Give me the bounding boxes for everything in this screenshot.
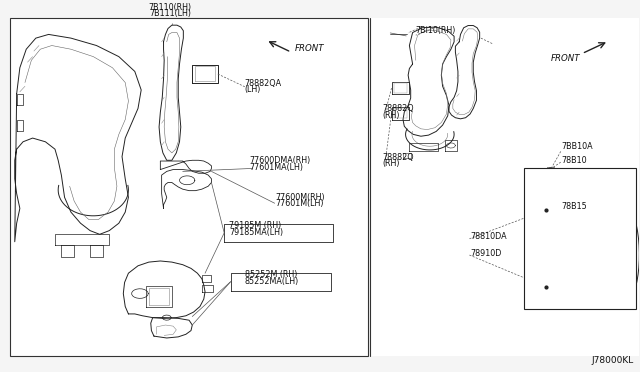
- Text: 78882QA: 78882QA: [244, 79, 282, 88]
- Text: 7BB10A: 7BB10A: [561, 142, 593, 151]
- Text: 78B10: 78B10: [561, 156, 587, 165]
- Text: 7Bi10(RH): 7Bi10(RH): [416, 26, 456, 35]
- Text: 77601M(LH): 77601M(LH): [275, 199, 324, 208]
- Text: 78910D: 78910D: [470, 249, 502, 258]
- Text: 77600DMA(RH): 77600DMA(RH): [250, 157, 311, 166]
- Text: 79185MA(LH): 79185MA(LH): [229, 228, 284, 237]
- Polygon shape: [532, 209, 628, 301]
- Text: (LH): (LH): [244, 86, 261, 94]
- Text: 78810DA: 78810DA: [470, 232, 508, 241]
- Text: 85252M (RH): 85252M (RH): [244, 270, 297, 279]
- Text: (RH): (RH): [383, 110, 400, 119]
- Text: 78882Q: 78882Q: [383, 104, 414, 113]
- Text: 7B110(RH): 7B110(RH): [148, 3, 191, 12]
- Text: J78000KL: J78000KL: [592, 356, 634, 365]
- Text: FRONT: FRONT: [294, 44, 324, 53]
- Text: 78882Q: 78882Q: [383, 153, 414, 162]
- Bar: [10, 18, 368, 356]
- Text: (RH): (RH): [383, 160, 400, 169]
- Bar: [10, 18, 368, 356]
- Text: 78B15: 78B15: [561, 202, 587, 211]
- Text: 7B111(LH): 7B111(LH): [149, 9, 191, 18]
- Text: 77600M(RH): 77600M(RH): [275, 193, 325, 202]
- Text: 85252MA(LH): 85252MA(LH): [244, 277, 299, 286]
- Bar: [370, 18, 639, 356]
- Text: 77601MA(LH): 77601MA(LH): [250, 163, 304, 172]
- Text: FRONT: FRONT: [551, 54, 580, 63]
- Bar: [524, 169, 636, 309]
- Text: 79185M (RH): 79185M (RH): [229, 221, 282, 230]
